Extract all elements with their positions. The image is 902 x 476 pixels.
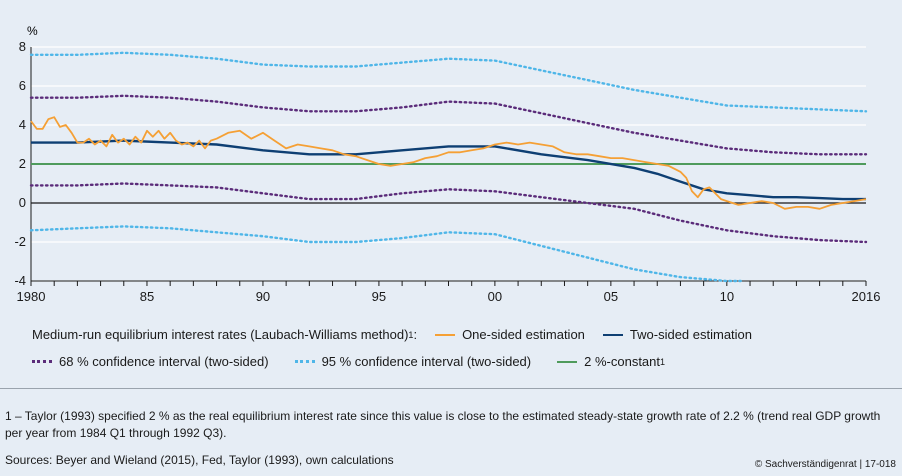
legend-item-constant: 2 %-constant 1 xyxy=(557,354,665,369)
x-tick-label: 05 xyxy=(604,289,618,304)
y-tick-label: 0 xyxy=(19,195,26,210)
legend-label-constant: 2 %-constant xyxy=(584,354,660,369)
footnote: 1 – Taylor (1993) specified 2 % as the r… xyxy=(5,409,881,440)
y-tick-label: 6 xyxy=(19,78,26,93)
legend-item-95ci: 95 % confidence interval (two-sided) xyxy=(294,354,532,369)
legend-title-sup: 1 xyxy=(408,329,414,340)
x-tick-label: 90 xyxy=(256,289,270,304)
y-tick-label: -4 xyxy=(14,273,26,288)
y-tick-label: -2 xyxy=(14,234,26,249)
series-line-68-confidence-interval-two-sided xyxy=(29,182,868,244)
y-tick-label: 2 xyxy=(19,156,26,171)
legend-swatch-68ci xyxy=(32,360,52,363)
x-tick-label: 1980 xyxy=(17,289,46,304)
y-tick-label: 4 xyxy=(19,117,26,132)
legend-row-1: Medium-run equilibrium interest rates (L… xyxy=(32,327,770,342)
legend-swatch-two-sided xyxy=(602,333,623,336)
legend-title: Medium-run equilibrium interest rates (L… xyxy=(32,327,418,342)
x-tick-label: 2016 xyxy=(852,289,881,304)
x-tick-label: 85 xyxy=(140,289,154,304)
x-tick-label: 10 xyxy=(720,289,734,304)
legend-item-one-sided: One-sided estimation xyxy=(435,327,585,342)
legend-item-two-sided: Two-sided estimation xyxy=(602,327,753,342)
divider xyxy=(0,388,902,389)
legend-swatch-constant xyxy=(557,360,578,363)
y-tick-label: 8 xyxy=(19,39,26,54)
interest-rate-chart: % -4 -2 0 2 4 6 8 1980 85 90 95 00 05 10 2016 xyxy=(14,24,881,304)
legend-label-95ci: 95 % confidence interval (two-sided) xyxy=(321,354,532,369)
legend-title-text: Medium-run equilibrium interest rates (L… xyxy=(32,327,409,342)
sources: Sources: Beyer and Wieland (2015), Fed, … xyxy=(5,453,394,467)
legend-swatch-95ci xyxy=(294,360,315,363)
legend-swatch-one-sided xyxy=(435,333,456,336)
x-tick-label: 95 xyxy=(372,289,386,304)
series-line-68-confidence-interval-two-sided xyxy=(29,94,868,156)
legend-item-68ci: 68 % confidence interval (two-sided) xyxy=(32,354,269,369)
legend-label-68ci: 68 % confidence interval (two-sided) xyxy=(59,354,269,369)
series-line-95-confidence-interval-two-sided xyxy=(29,51,868,113)
x-tick-label: 00 xyxy=(488,289,502,304)
series-line-one-sided-estimation xyxy=(30,116,867,210)
legend-label-two-sided: Two-sided estimation xyxy=(629,327,753,342)
legend-label-one-sided: One-sided estimation xyxy=(462,327,585,342)
y-unit-label: % xyxy=(27,24,38,38)
legend-constant-sup: 1 xyxy=(660,356,666,367)
credit: © Sachverständigenrat | 17-018 xyxy=(754,459,896,470)
series-line-95-confidence-interval-two-sided xyxy=(29,225,742,283)
legend-row-2: 68 % confidence interval (two-sided) 95 … xyxy=(32,354,683,369)
